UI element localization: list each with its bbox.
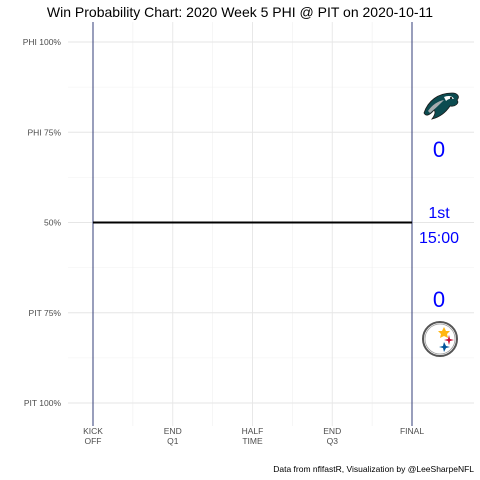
x-tick-label: END Q1 [164, 426, 182, 446]
y-tick-label: 50% [44, 218, 61, 228]
y-tick-label: PHI 100% [23, 37, 62, 47]
grid-major [68, 22, 474, 426]
y-tick-label: PIT 100% [24, 398, 62, 408]
steelers-logo [422, 321, 458, 357]
y-tick-label: PHI 75% [27, 127, 61, 137]
chart-caption: Data from nflfastR, Visualization by @Le… [273, 464, 474, 474]
x-tick-label: KICK OFF [83, 426, 103, 446]
game-quarter: 1st [428, 205, 450, 222]
x-tick-label: END Q3 [323, 426, 341, 446]
x-axis-ticks: KICK OFF END Q1 HALF TIME END Q3 FINAL [83, 426, 424, 446]
grid-minor [68, 22, 474, 426]
y-tick-label: PIT 75% [29, 308, 62, 318]
eagles-logo [423, 92, 459, 120]
chart-title: Win Probability Chart: 2020 Week 5 PHI @… [47, 4, 433, 20]
y-axis-ticks: PHI 100% PHI 75% 50% PIT 75% PIT 100% [23, 37, 62, 408]
game-boundary-lines [92, 22, 413, 426]
x-tick-label: HALF TIME [242, 426, 264, 446]
home-score: 0 [433, 287, 445, 312]
x-tick-label: FINAL [400, 426, 424, 436]
away-score: 0 [433, 137, 445, 162]
game-clock: 15:00 [419, 230, 459, 247]
